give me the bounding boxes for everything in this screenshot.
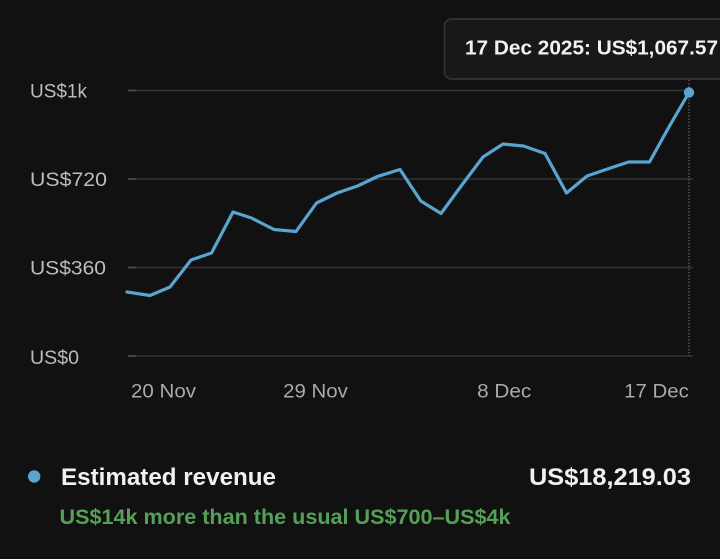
svg-text:US$18,219.03: US$18,219.03 [529,464,691,491]
svg-text:US$14k more than the usual US$: US$14k more than the usual US$700–US$4k [60,506,511,529]
svg-text:US$0: US$0 [30,348,79,369]
svg-text:17 Dec 2025: US$1,067.57: 17 Dec 2025: US$1,067.57 [465,38,718,60]
svg-text:8 Dec: 8 Dec [477,381,531,402]
svg-text:Estimated revenue: Estimated revenue [61,464,276,491]
svg-text:17 Dec: 17 Dec [624,381,689,402]
svg-text:US$720: US$720 [30,170,107,191]
svg-text:29 Nov: 29 Nov [283,381,348,402]
svg-text:US$1k: US$1k [30,82,87,103]
svg-text:20 Nov: 20 Nov [131,381,197,402]
svg-text:US$360: US$360 [30,259,106,280]
